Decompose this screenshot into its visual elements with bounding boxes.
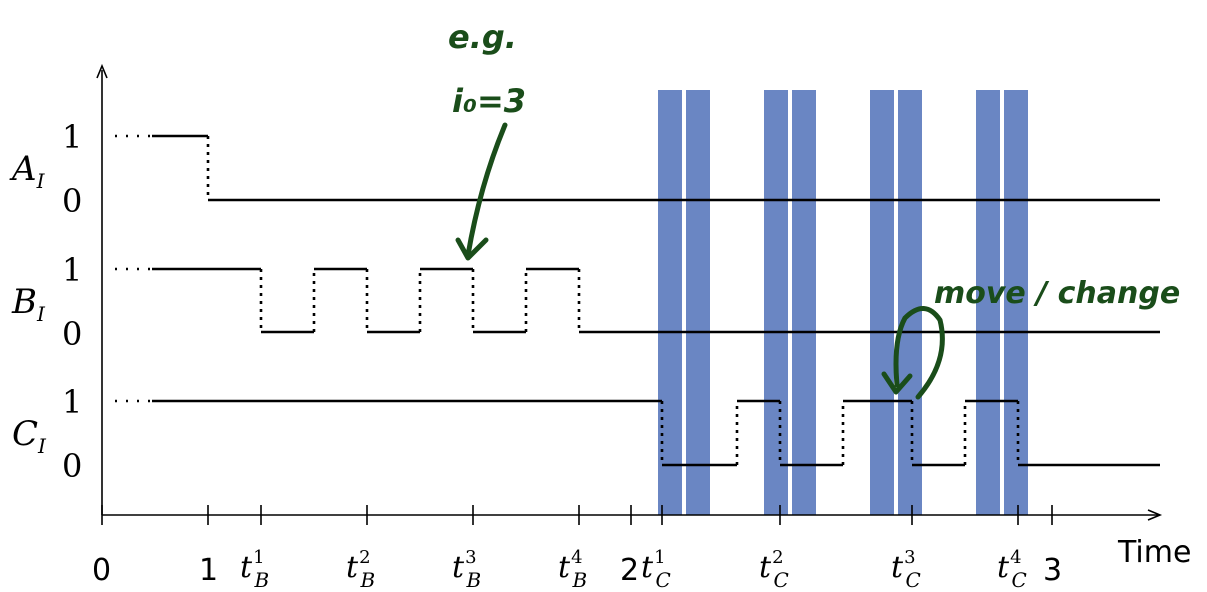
tick-label-tc4: t4 C xyxy=(997,547,1027,592)
x-ticks xyxy=(101,505,1053,525)
annotation-loop-arrow-icon xyxy=(881,306,945,400)
signal-labels: 1 0 AI 1 0 BI 1 0 CI xyxy=(9,118,82,485)
band xyxy=(792,90,816,515)
tick-label-tb4: t4 B xyxy=(558,547,587,592)
tick-label-tb1: t1 B xyxy=(240,547,269,592)
origin-label: 0 xyxy=(92,553,111,588)
signal-c-high: 1 xyxy=(62,383,82,421)
band xyxy=(1004,90,1028,515)
signal-c-low: 0 xyxy=(62,447,82,485)
handwritten-annotations: e.g. i₀=3 move / change xyxy=(448,18,1180,400)
tick-label-2: 2 xyxy=(620,553,639,588)
signal-b-low: 0 xyxy=(62,315,82,353)
signal-b-name: BI xyxy=(11,282,46,326)
signal-a-name: AI xyxy=(9,149,46,193)
band xyxy=(870,90,894,515)
axes xyxy=(96,63,1163,521)
band xyxy=(658,90,682,515)
x-tick-labels: 0 1 t1 B t2 B t3 B t4 B 2 t1 C t2 C t3 C t4 C 3 … xyxy=(92,535,1191,592)
annotation-move: move / change xyxy=(934,276,1180,311)
signal-c-name: CI xyxy=(12,414,47,458)
tick-label-tb3: t3 B xyxy=(452,547,481,592)
signal-a-waveform xyxy=(115,134,1160,202)
annotation-arrow-icon xyxy=(455,122,508,261)
y-axis-arrow-icon xyxy=(96,63,108,79)
tick-label-tb2: t2 B xyxy=(346,547,375,592)
band xyxy=(764,90,788,515)
signal-a-low: 0 xyxy=(62,182,82,220)
band xyxy=(898,90,922,515)
tick-label-tc2: t2 C xyxy=(759,547,789,592)
tick-label-3: 3 xyxy=(1043,553,1062,588)
tick-label-1: 1 xyxy=(199,553,218,588)
tick-label-tc3: t3 C xyxy=(891,547,921,592)
band xyxy=(686,90,710,515)
annotation-i0: i₀=3 xyxy=(452,82,526,120)
x-axis-label: Time xyxy=(1117,535,1191,570)
annotation-eg: e.g. xyxy=(448,18,517,56)
signal-b-high: 1 xyxy=(62,251,82,289)
x-axis-arrow-icon xyxy=(1147,509,1163,521)
signal-a-high: 1 xyxy=(62,118,82,156)
signal-b-waveform xyxy=(115,267,1160,334)
highlight-bands xyxy=(658,90,1028,515)
band xyxy=(976,90,1000,515)
tick-label-tc1: t1 C xyxy=(641,547,671,592)
signal-c-waveform xyxy=(115,399,1160,467)
